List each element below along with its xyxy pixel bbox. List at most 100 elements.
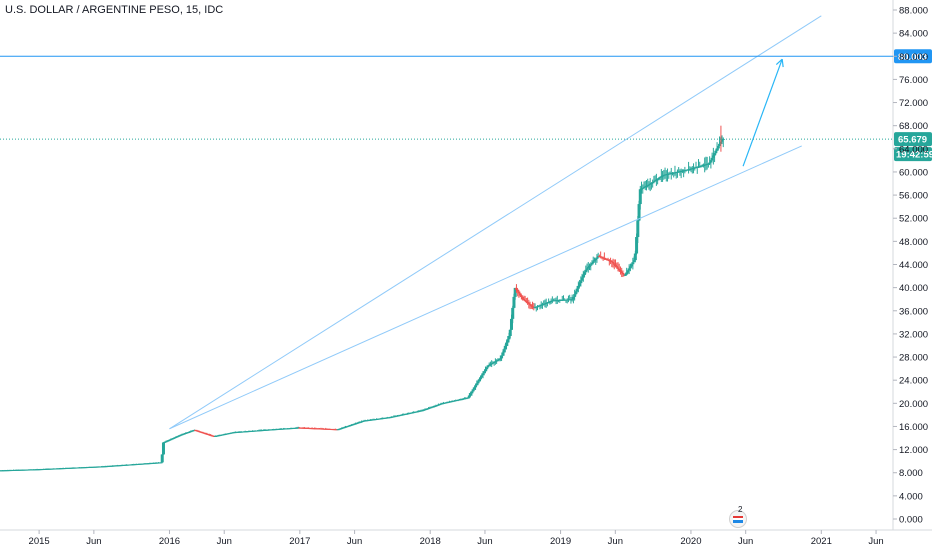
x-tick-label: Jun: [347, 536, 362, 547]
candle: [716, 145, 720, 151]
y-tick-label: 32.000: [899, 329, 928, 340]
candlestick-series: [0, 125, 725, 472]
candle: [607, 259, 611, 266]
price-tag: [894, 132, 932, 147]
y-tick-label: 44.000: [899, 260, 928, 271]
candle: [571, 296, 575, 304]
y-tick-label: 88.000: [899, 6, 928, 17]
y-tick-label: 56.000: [899, 191, 928, 202]
time-axis: 2015 Jun 2016 Jun 2017 Jun 2018 Jun 2019 Jun 2020 J…: [29, 530, 884, 547]
candle: [609, 257, 613, 265]
x-tick-label: Jun: [738, 536, 753, 547]
countdown-label: 19:42:59: [896, 150, 932, 161]
y-tick-label: 52.000: [899, 214, 928, 225]
trend-line[interactable]: [169, 145, 802, 430]
x-tick-label: 2016: [159, 536, 180, 547]
candle: [500, 355, 504, 362]
y-tick-label: 28.000: [899, 353, 928, 364]
y-tick-label: 76.000: [899, 75, 928, 86]
y-tick-label: 48.000: [899, 237, 928, 248]
candle: [160, 454, 164, 463]
y-tick-label: 12.000: [899, 445, 928, 456]
candle: [594, 257, 598, 265]
y-tick-label: 4.000: [899, 491, 923, 502]
candle: [523, 295, 527, 302]
x-tick-label: 2020: [680, 536, 701, 547]
y-tick-label: 64.000: [899, 144, 928, 155]
candle: [610, 260, 614, 268]
candle: [574, 290, 578, 296]
x-tick-label: Jun: [217, 536, 232, 547]
candle: [654, 173, 658, 186]
candle: [611, 258, 615, 268]
y-tick-label: 60.000: [899, 167, 928, 178]
y-tick-label: 68.000: [899, 121, 928, 132]
y-tick-label: 24.000: [899, 376, 928, 387]
candle: [502, 348, 506, 356]
drawings-layer: [169, 15, 822, 430]
x-tick-label: 2017: [289, 536, 310, 547]
candle: [638, 185, 642, 210]
candle: [620, 267, 624, 278]
price-tag-label: 80.003: [898, 52, 927, 63]
candle: [640, 181, 644, 194]
candle: [635, 233, 639, 255]
candle: [648, 178, 652, 192]
x-tick-label: Jun: [477, 536, 492, 547]
us-flag-icon: [733, 516, 743, 523]
price-tag-label: 65.679: [898, 135, 927, 146]
candle: [637, 200, 641, 222]
candle: [661, 170, 665, 182]
candle: [470, 391, 474, 396]
candle: [492, 361, 496, 366]
y-tick-label: 40.000: [899, 283, 928, 294]
y-tick-label: 20.000: [899, 399, 928, 410]
candle: [641, 184, 645, 194]
candle: [709, 159, 713, 169]
candle: [618, 266, 622, 275]
y-tick-label: 80.000: [899, 52, 928, 63]
candle: [522, 295, 526, 301]
candle: [649, 182, 653, 190]
candle: [513, 287, 517, 300]
candle: [508, 328, 512, 339]
x-tick-label: Jun: [608, 536, 623, 547]
economic-event-badge[interactable]: 2: [729, 505, 747, 528]
x-tick-label: 2019: [550, 536, 571, 547]
candle: [631, 257, 635, 270]
candle: [482, 370, 486, 376]
candle: [621, 270, 625, 278]
candle: [527, 299, 531, 309]
price-tag: [894, 49, 932, 64]
candle: [583, 271, 587, 277]
price-scale-separator: [0, 0, 932, 531]
candle: [612, 259, 616, 270]
candle: [711, 147, 715, 165]
candle: [706, 163, 710, 168]
chart-title: U.S. DOLLAR / ARGENTINE PESO, 15, IDC: [5, 4, 224, 16]
x-tick-label: 2021: [811, 536, 832, 547]
x-tick-label: Jun: [868, 536, 883, 547]
candle: [626, 269, 630, 274]
x-tick-label: 2018: [420, 536, 441, 547]
candle: [718, 136, 722, 147]
candle: [606, 257, 610, 261]
candle: [646, 178, 650, 188]
y-tick-label: 0.000: [899, 515, 923, 526]
trend-line[interactable]: [169, 15, 822, 430]
countdown-tag: [894, 147, 932, 162]
arrow-drawing[interactable]: [742, 58, 784, 167]
candle: [647, 181, 651, 190]
candle: [652, 175, 656, 184]
candle: [713, 153, 717, 163]
y-tick-label: 84.000: [899, 29, 928, 40]
x-tick-label: Jun: [86, 536, 101, 547]
candle: [656, 178, 660, 185]
event-count: 2: [738, 505, 743, 514]
y-tick-label: 16.000: [899, 422, 928, 433]
y-tick-label: 8.000: [899, 468, 923, 479]
candle: [627, 264, 631, 275]
candle: [595, 254, 599, 263]
y-tick-label: 72.000: [899, 98, 928, 109]
